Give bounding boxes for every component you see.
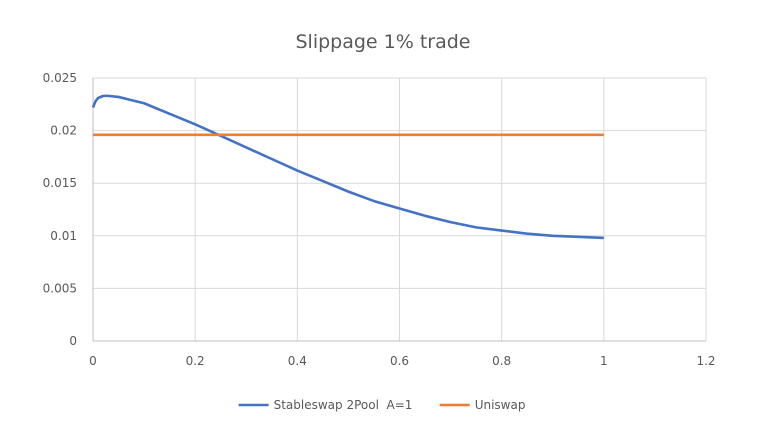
x-tick-label: 0 — [89, 354, 97, 368]
y-tick-label: 0.02 — [50, 124, 77, 138]
x-tick-label: 0.2 — [186, 354, 205, 368]
legend-label: Stableswap 2Pool A=1 — [274, 398, 413, 412]
x-tick-label: 1 — [600, 354, 608, 368]
x-tick-label: 0.8 — [492, 354, 511, 368]
legend-item-0: Stableswap 2Pool A=1 — [238, 398, 413, 412]
y-tick-label: 0 — [69, 334, 77, 348]
y-tick-label: 0.005 — [43, 281, 77, 295]
y-tick-label: 0.01 — [50, 229, 77, 243]
legend-label: Uniswap — [475, 398, 526, 412]
x-tick-label: 1.2 — [696, 354, 715, 368]
legend: Stableswap 2Pool A=1 Uniswap — [238, 398, 526, 412]
y-tick-label: 0.025 — [43, 71, 77, 85]
x-tick-label: 0.4 — [288, 354, 307, 368]
chart-title: Slippage 1% trade — [295, 31, 470, 53]
series-lines — [91, 94, 604, 240]
y-tick-label: 0.015 — [43, 176, 77, 190]
grid-lines — [93, 77, 707, 341]
x-tick-label: 0.6 — [390, 354, 409, 368]
series-line-0 — [91, 94, 604, 240]
legend-item-1: Uniswap — [439, 398, 526, 412]
tick-labels: 0 0.005 0.01 0.015 0.02 0.025 0 0.2 0.4 0.6 0.8 1 1.… — [43, 71, 716, 368]
axes — [92, 78, 706, 342]
